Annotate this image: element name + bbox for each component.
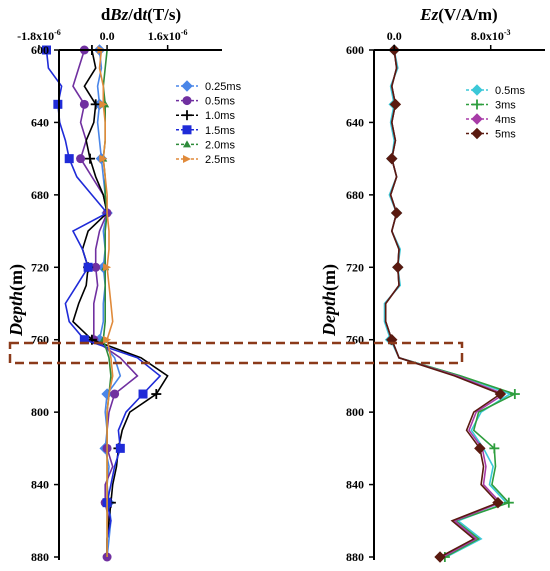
data-point-1.5ms — [53, 99, 63, 109]
data-point-5ms — [389, 98, 402, 111]
data-point-1.0ms — [151, 389, 162, 400]
data-point-1.5ms — [83, 262, 93, 272]
legend-marker-1.5ms — [182, 125, 192, 135]
series-line-0.5ms — [72, 49, 139, 557]
data-point-1.5ms — [79, 335, 89, 345]
y-tick-label: 880 — [31, 550, 49, 564]
data-point-0.5ms — [110, 389, 120, 399]
data-point-0.5ms — [79, 99, 89, 109]
data-point-2.5ms — [103, 263, 112, 272]
y-tick-label: 640 — [31, 115, 49, 129]
legend-marker-4ms — [471, 113, 483, 125]
data-point-5ms — [392, 261, 404, 273]
legend-label: 2.5ms — [205, 154, 235, 166]
legend-label: 5ms — [495, 129, 516, 141]
left-chart: dBz/dt(T/s) Depth(m) 600 640 680 720 760 800 8… — [6, 5, 242, 564]
legend-label: 0.25ms — [205, 81, 242, 93]
data-point-5ms — [434, 551, 446, 563]
y-tick-label: 800 — [346, 405, 364, 419]
legend-label: 0.5ms — [205, 96, 235, 108]
legend-marker-3ms — [472, 99, 482, 110]
y-tick-label: 680 — [31, 188, 49, 202]
series-line-0.5ms — [383, 49, 512, 558]
legend-marker-2.5ms — [183, 155, 191, 163]
data-point-2.5ms — [103, 335, 112, 344]
x-tick-label: 8.0x10-3 — [471, 28, 511, 43]
series-line-4ms — [384, 49, 506, 558]
right-chart-title: Ez(V/A/m) — [419, 5, 497, 24]
anomaly-highlight-band — [8, 341, 464, 365]
y-tick-label: 640 — [346, 115, 364, 129]
series-line-0.25ms — [96, 49, 122, 558]
series-line-3ms — [384, 49, 517, 558]
data-point-1.5ms — [115, 443, 125, 453]
legend-marker-0.5ms — [471, 84, 483, 96]
data-point-2.5ms — [99, 154, 108, 163]
legend-marker-5ms — [471, 127, 483, 140]
data-point-1.5ms — [64, 154, 74, 164]
y-tick-label: 760 — [31, 333, 49, 347]
data-point-5ms — [390, 207, 403, 219]
right-legend: 0.5ms 3ms 4ms 5ms — [466, 84, 525, 141]
y-tick-label: 600 — [31, 43, 49, 57]
data-point-5ms — [492, 496, 504, 509]
series-line-2.5ms — [98, 49, 114, 557]
data-point-0.5ms — [76, 154, 86, 164]
left-y-axis-label: Depth(m) — [6, 264, 27, 337]
legend-label: 0.5ms — [495, 85, 525, 97]
legend-label: 4ms — [495, 114, 516, 126]
data-point-5ms — [494, 388, 507, 400]
data-point-3ms — [503, 497, 514, 508]
right-chart: Ez(V/A/m) Depth(m) 600 640 680 720 760 800 840… — [319, 5, 545, 564]
legend-label: 1.5ms — [205, 125, 235, 137]
data-point-1.0ms — [90, 99, 101, 110]
y-tick-label: 720 — [346, 260, 364, 274]
legend-marker-1.0ms — [182, 110, 192, 121]
data-point-5ms — [386, 152, 398, 165]
y-tick-label: 840 — [346, 478, 364, 492]
data-point-3ms — [489, 443, 500, 454]
series-line-5ms — [384, 49, 503, 558]
data-point-5ms — [474, 442, 486, 455]
legend-marker-0.25ms — [181, 80, 193, 92]
x-tick-label: 0.0 — [100, 29, 115, 43]
data-point-1.5ms — [138, 389, 148, 399]
legend-label: 2.0ms — [205, 139, 235, 151]
legend-marker-0.5ms — [182, 96, 192, 106]
y-tick-label: 880 — [346, 550, 364, 564]
x-tick-label: 0.0 — [387, 29, 402, 43]
y-tick-label: 760 — [346, 333, 364, 347]
y-tick-label: 840 — [31, 478, 49, 492]
y-tick-label: 720 — [31, 260, 49, 274]
data-point-1.5ms — [42, 45, 51, 55]
left-chart-title: dBz/dt(T/s) — [101, 5, 181, 24]
left-legend: 0.25ms 0.5ms 1.0ms 1.5ms 2.0ms 2.5ms — [176, 80, 242, 166]
series-line-1.5ms — [45, 49, 162, 557]
legend-label: 1.0ms — [205, 110, 235, 122]
y-tick-label: 600 — [346, 43, 364, 57]
data-point-3ms — [509, 389, 520, 400]
data-point-0.5ms — [91, 262, 101, 272]
data-point-1.0ms — [85, 153, 96, 164]
legend-marker-2.0ms — [183, 140, 191, 148]
x-tick-label: 1.6x10-6 — [148, 28, 188, 43]
y-tick-label: 680 — [346, 188, 364, 202]
legend-label: 3ms — [495, 100, 516, 112]
y-tick-label: 800 — [31, 405, 49, 419]
x-tick-label: -1.8x10-6 — [17, 28, 61, 43]
right-y-axis-label: Depth(m) — [319, 264, 340, 337]
data-point-2.5ms — [99, 100, 108, 109]
series-line-1.0ms — [72, 49, 169, 557]
